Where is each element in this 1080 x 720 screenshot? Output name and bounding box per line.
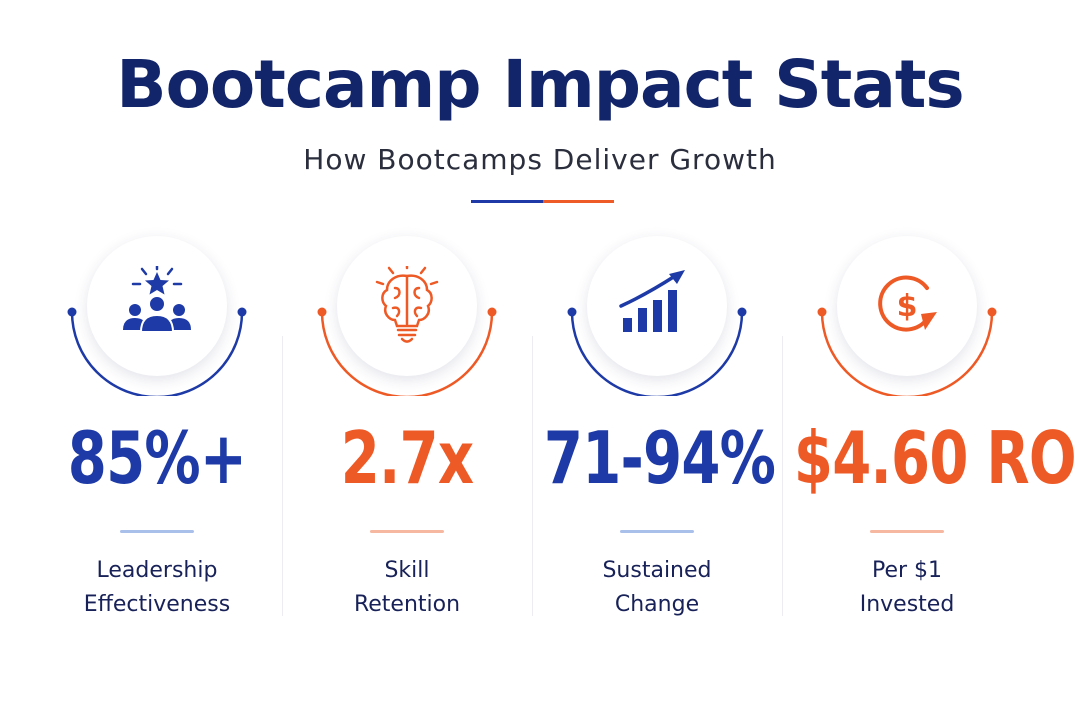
stat-value: 71-94%: [543, 416, 776, 500]
icon-circle: [87, 236, 227, 376]
column-divider: [782, 336, 783, 616]
accent-line-orange: [543, 200, 614, 203]
stat-value: 2.7x: [340, 416, 474, 500]
leadership-team-star-icon: [123, 266, 191, 333]
page-title: Bootcamp Impact Stats: [116, 46, 964, 123]
stat-label-line1: Per $1: [871, 558, 943, 583]
stat-card-sustained-change: 71-94% Sustained Change: [532, 236, 782, 636]
title-accent-line: [471, 200, 614, 203]
stat-label-line2: Retention: [353, 592, 461, 617]
growth-bar-chart-icon: [619, 270, 685, 332]
stat-label-line1: Leadership: [96, 558, 218, 583]
column-divider: [532, 336, 533, 616]
stat-value: $4.60 ROI: [793, 416, 1080, 500]
svg-text:$: $: [897, 289, 918, 324]
stat-label: Leadership Effectiveness: [32, 554, 282, 622]
stat-card-leadership: 85%+ Leadership Effectiveness: [32, 236, 282, 636]
arc-decoration: [67, 307, 247, 396]
stat-value: 85%+: [67, 416, 247, 500]
icon-circle: [587, 236, 727, 376]
stat-label-line2: Invested: [859, 592, 955, 617]
icon-badge: $: [782, 236, 1032, 396]
accent-line-blue: [471, 200, 543, 203]
icon-badge: [532, 236, 782, 396]
arc-decoration: [567, 307, 747, 396]
stat-card-roi: $ $4.60 ROI Per $1 Invested: [782, 236, 1080, 636]
stat-label: Sustained Change: [532, 554, 782, 622]
stat-underline: [870, 530, 944, 533]
icon-badge: [282, 236, 532, 396]
stat-label-line2: Change: [614, 592, 700, 617]
arc-decoration: [317, 307, 497, 396]
stat-underline: [120, 530, 194, 533]
icon-circle: [337, 236, 477, 376]
dollar-cycle-icon: $: [878, 275, 937, 332]
icon-badge: [32, 236, 282, 396]
page-subtitle: How Bootcamps Deliver Growth: [303, 143, 777, 176]
stat-underline: [620, 530, 694, 533]
column-divider: [282, 336, 283, 616]
stat-label-line1: Sustained: [602, 558, 712, 583]
stat-label: Per $1 Invested: [782, 554, 1032, 622]
stat-label: Skill Retention: [282, 554, 532, 622]
arc-decoration: [817, 307, 997, 396]
stat-underline: [370, 530, 444, 533]
stats-row: 85%+ Leadership Effectiveness: [32, 236, 1080, 636]
brain-lightbulb-icon: [375, 266, 439, 343]
stat-label-line2: Effectiveness: [83, 592, 231, 617]
stat-label-line1: Skill: [384, 558, 430, 583]
icon-circle: $: [837, 236, 977, 376]
stat-card-skill-retention: 2.7x Skill Retention: [282, 236, 532, 636]
